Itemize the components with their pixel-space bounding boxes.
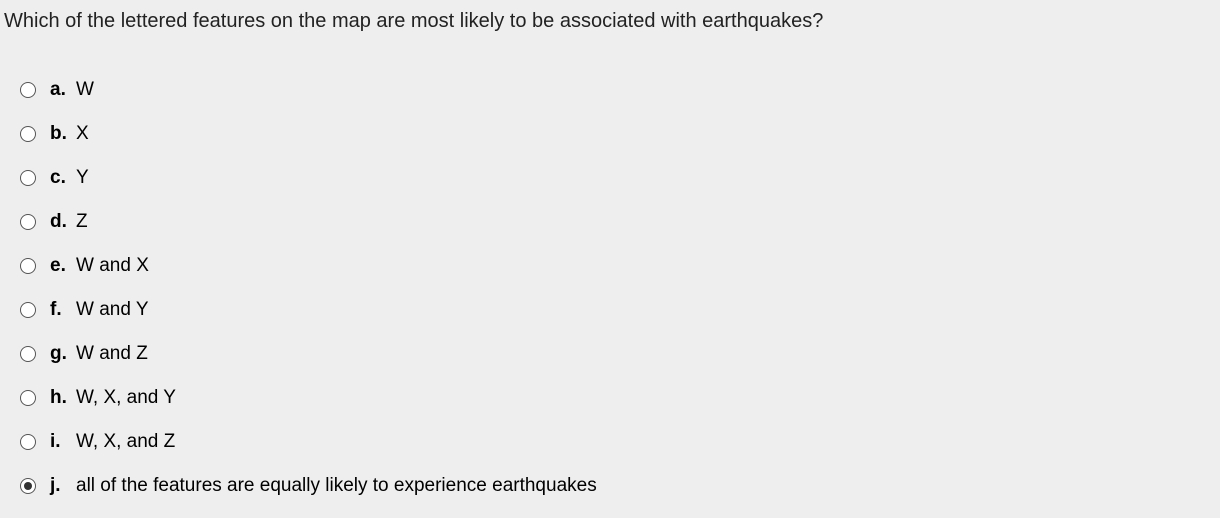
option-letter: i. — [50, 431, 72, 453]
option-letter: e. — [50, 255, 72, 277]
option-text: W and X — [76, 255, 149, 277]
option-row[interactable]: a.W — [20, 68, 1220, 112]
option-row[interactable]: b.X — [20, 112, 1220, 156]
option-letter: d. — [50, 211, 72, 233]
radio-button[interactable] — [20, 214, 36, 230]
option-row[interactable]: i.W, X, and Z — [20, 420, 1220, 464]
option-letter: j. — [50, 475, 72, 497]
option-row[interactable]: c.Y — [20, 156, 1220, 200]
option-letter: h. — [50, 387, 72, 409]
option-text: W, X, and Y — [76, 387, 176, 409]
option-text: W, X, and Z — [76, 431, 175, 453]
radio-button[interactable] — [20, 258, 36, 274]
option-letter: g. — [50, 343, 72, 365]
option-text: W and Z — [76, 343, 148, 365]
option-row[interactable]: g.W and Z — [20, 332, 1220, 376]
option-letter: f. — [50, 299, 72, 321]
radio-button[interactable] — [20, 170, 36, 186]
radio-button[interactable] — [20, 126, 36, 142]
option-text: X — [76, 123, 89, 145]
option-row[interactable]: j.all of the features are equally likely… — [20, 464, 1220, 508]
options-list: a.Wb.Xc.Yd.Ze.W and Xf.W and Yg.W and Zh… — [0, 68, 1220, 508]
option-text: all of the features are equally likely t… — [76, 475, 597, 497]
radio-button[interactable] — [20, 478, 36, 494]
option-row[interactable]: f.W and Y — [20, 288, 1220, 332]
option-row[interactable]: e.W and X — [20, 244, 1220, 288]
radio-button[interactable] — [20, 82, 36, 98]
option-letter: c. — [50, 167, 72, 189]
option-text: W and Y — [76, 299, 149, 321]
option-letter: a. — [50, 79, 72, 101]
radio-button[interactable] — [20, 302, 36, 318]
question-text: Which of the lettered features on the ma… — [0, 0, 1220, 34]
option-row[interactable]: d.Z — [20, 200, 1220, 244]
option-letter: b. — [50, 123, 72, 145]
quiz-container: Which of the lettered features on the ma… — [0, 0, 1220, 508]
option-text: W — [76, 79, 94, 101]
radio-button[interactable] — [20, 390, 36, 406]
option-text: Y — [76, 167, 89, 189]
option-text: Z — [76, 211, 88, 233]
radio-button[interactable] — [20, 434, 36, 450]
radio-button[interactable] — [20, 346, 36, 362]
option-row[interactable]: h.W, X, and Y — [20, 376, 1220, 420]
